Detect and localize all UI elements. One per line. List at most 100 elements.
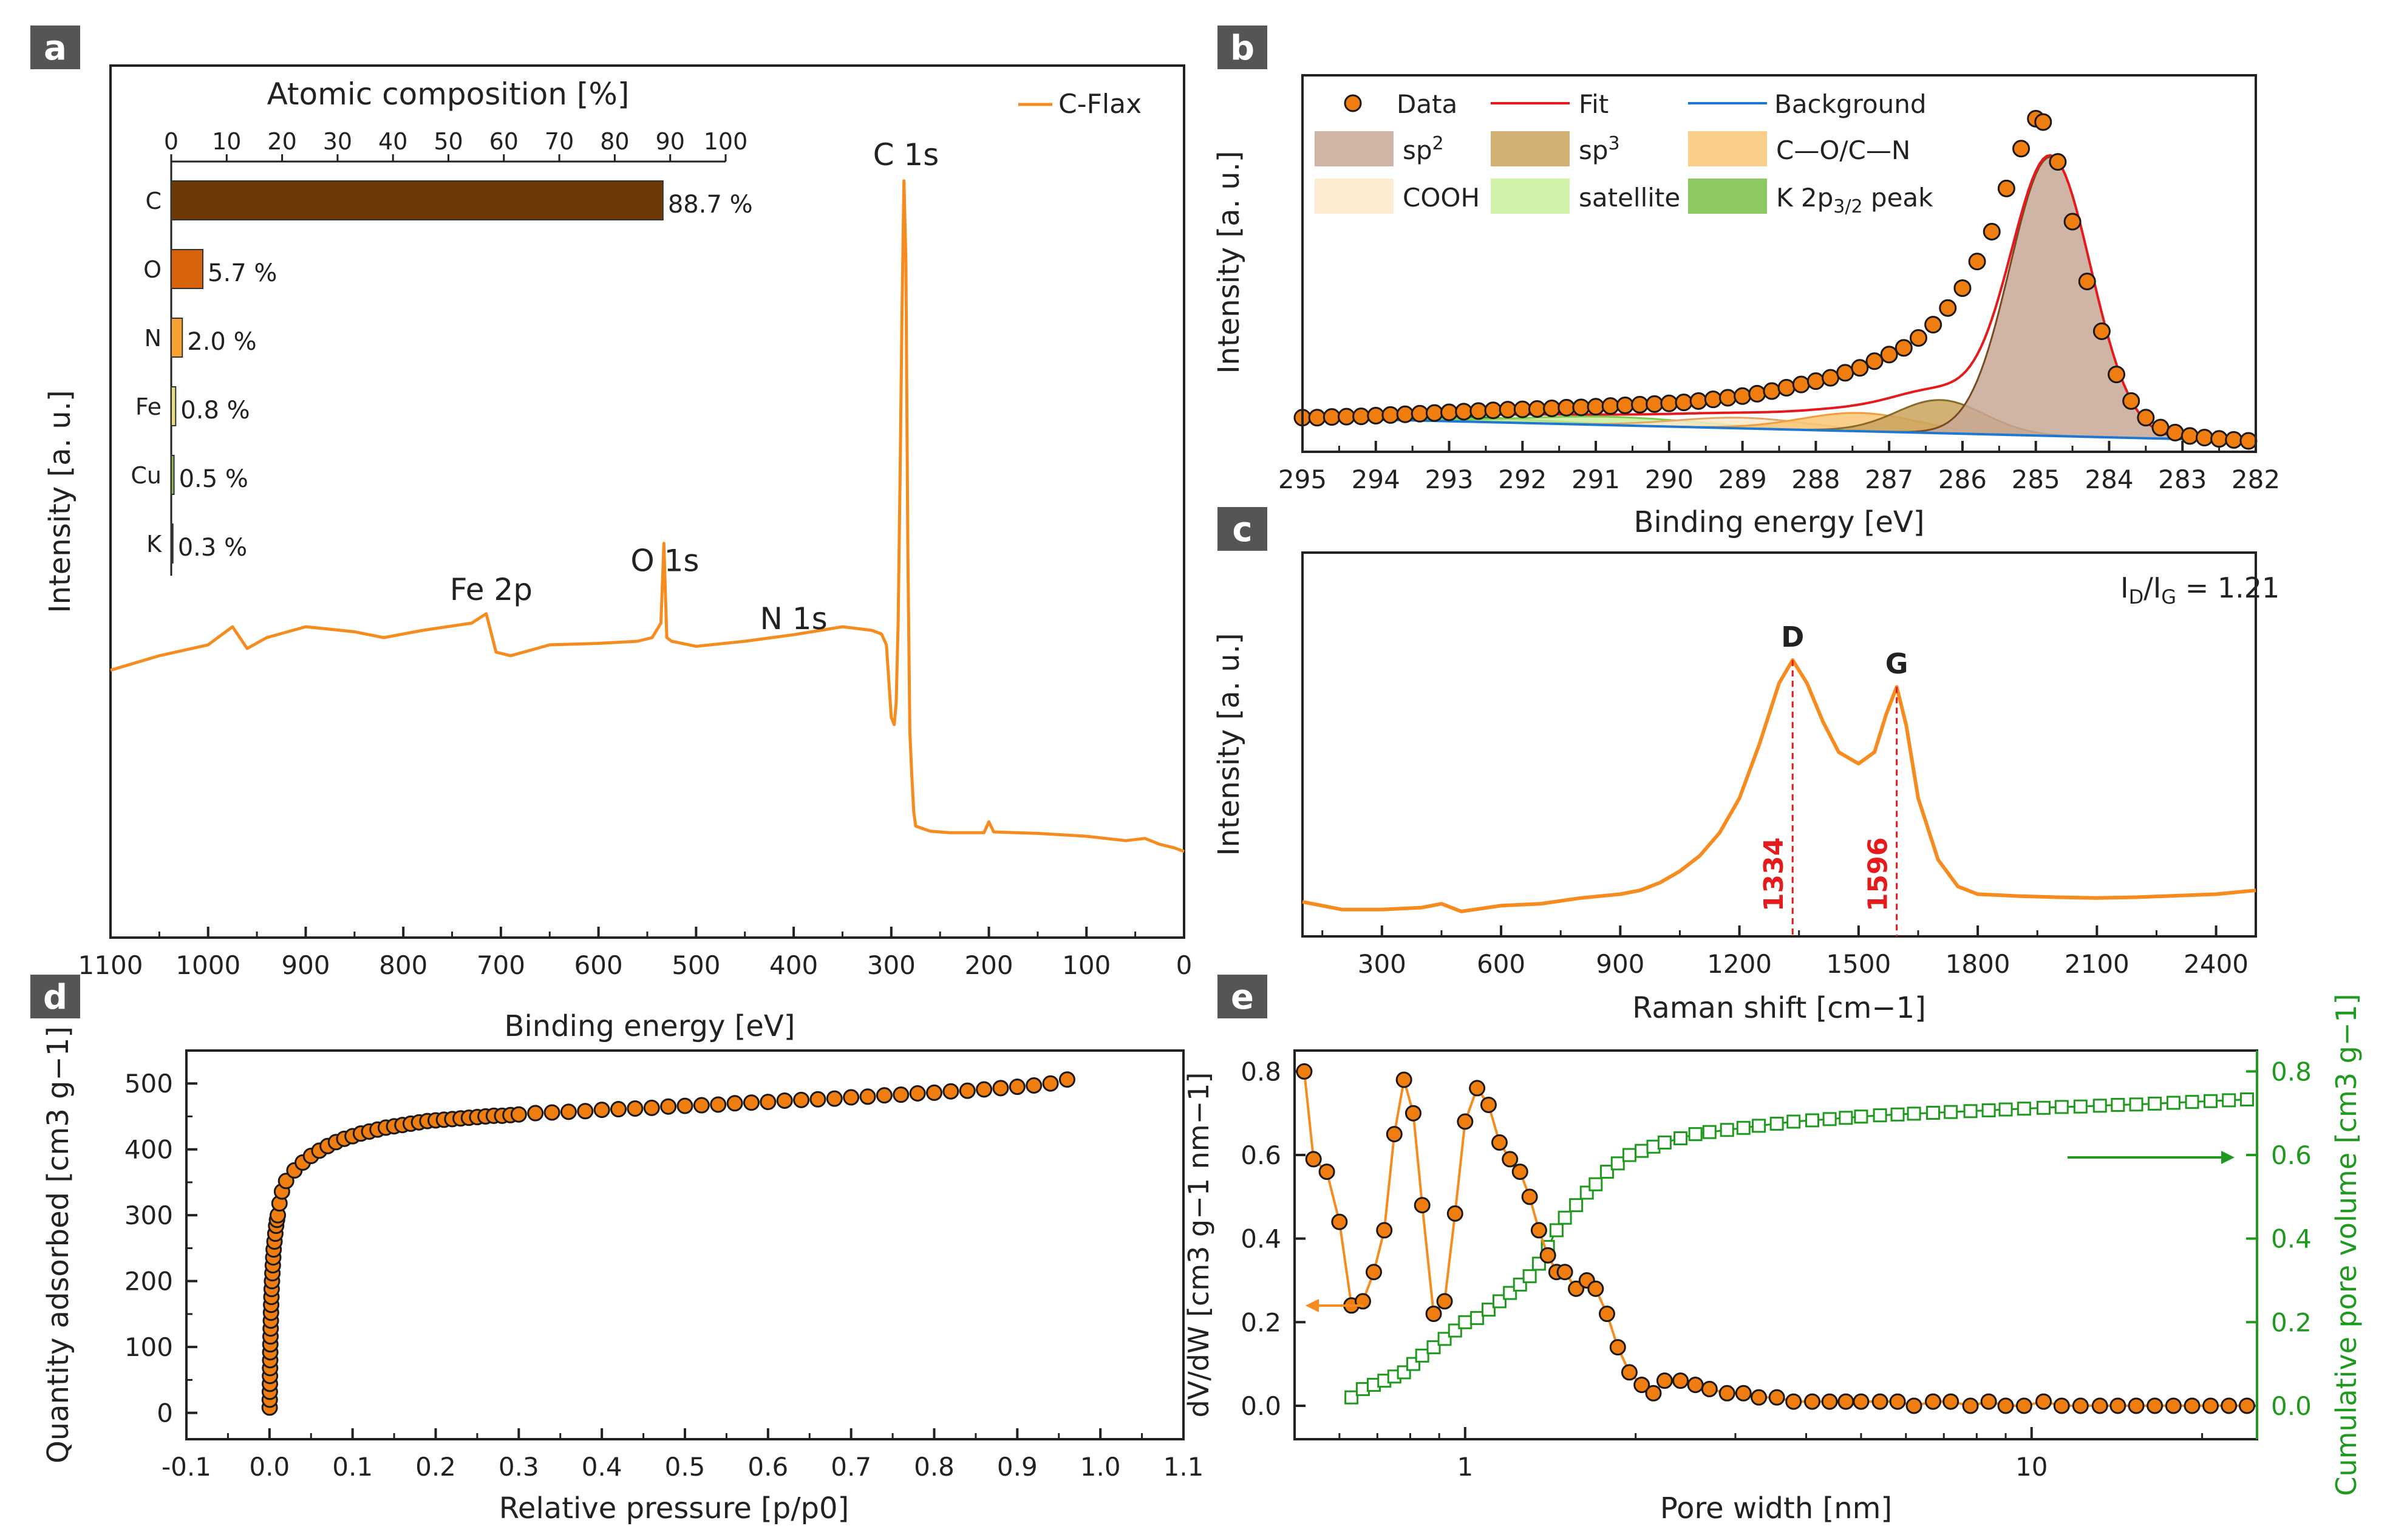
dvdw-point <box>1804 1393 1821 1410</box>
data-point <box>2108 366 2126 384</box>
series-raman <box>1302 658 2256 913</box>
cumulative-point <box>1925 1106 1940 1120</box>
x-tick-label: 0.6 <box>747 1452 788 1482</box>
cumulative-point <box>1588 1177 1603 1191</box>
panel-c-xlabel: Raman shift [cm−1] <box>1632 991 1926 1025</box>
data-point <box>1734 387 1752 405</box>
dvdw-point <box>1768 1389 1785 1406</box>
id-ig-ratio: ID/IG = 1.21 <box>2120 571 2279 608</box>
panel-b-legend: Data Fit Background sp2 sp3 C—O/C—N COOH satell… <box>1315 89 1933 217</box>
panel-e-ylabel-right: Cumulative pore volume [cm3 g−1] <box>2330 993 2363 1496</box>
cumulative-point <box>1437 1332 1452 1346</box>
isotherm-point <box>593 1102 610 1119</box>
data-point <box>1777 379 1796 397</box>
x-tick-label: 291 <box>1571 465 1620 494</box>
cumulative-point <box>1599 1165 1614 1179</box>
x-tick-label: 283 <box>2158 465 2207 494</box>
peak-position-D: 1334 <box>1758 837 1789 911</box>
data-point <box>1455 403 1473 421</box>
panel-letter-d: d <box>43 978 67 1017</box>
data-point <box>2063 213 2082 231</box>
isotherm-point <box>826 1090 843 1107</box>
peak-position-G: 1596 <box>1863 837 1894 911</box>
isotherm-point <box>543 1104 560 1121</box>
y-tick-label: 0.6 <box>1241 1140 1281 1170</box>
isotherm-point <box>693 1097 710 1114</box>
cumulative-point <box>1569 1198 1584 1213</box>
inset-tick-label: 80 <box>600 128 629 155</box>
dvdw-point <box>1962 1397 1979 1414</box>
dvdw-point <box>1735 1385 1752 1402</box>
legend-box-satellite <box>1491 179 1570 214</box>
y-right-tick-label: 0.0 <box>2271 1391 2312 1421</box>
inset-category-label: Cu <box>131 462 162 489</box>
legend-label-c-o-c-n: C—O/C—N <box>1776 135 1910 165</box>
isotherm-point <box>1009 1078 1026 1095</box>
x-tick-label: 0 <box>1176 950 1193 980</box>
data-point <box>1983 222 2001 240</box>
data-point <box>2122 392 2140 410</box>
cumulative-point <box>2222 1093 2236 1108</box>
inset-value-label: 0.8 % <box>180 397 250 424</box>
cumulative-point <box>1492 1294 1507 1309</box>
cumulative-point <box>1786 1114 1801 1129</box>
x-tick-label: 900 <box>281 950 330 980</box>
cumulative-point <box>1522 1269 1537 1284</box>
cumulative-point <box>1635 1143 1649 1158</box>
data-point <box>2239 432 2258 450</box>
dvdw-point <box>1568 1280 1585 1297</box>
data-point <box>1381 406 1400 424</box>
y-tick-label: 0.8 <box>1241 1057 1281 1086</box>
legend-marker-data <box>1344 94 1362 112</box>
isotherm-point <box>627 1100 644 1117</box>
cumulative-point <box>1854 1109 1868 1124</box>
panel-a-survey-spectrum: 1100 1000 900 800 700 600 500 400 300 200 100 0 C 1… <box>43 64 1193 1043</box>
cumulative-point <box>1873 1108 1887 1123</box>
panel-a-xlabel: Binding energy [eV] <box>505 1009 795 1043</box>
isotherm-point <box>859 1088 876 1105</box>
inset-tick-label: 0 <box>164 128 179 155</box>
panel-b-data-points <box>1293 109 2258 450</box>
isotherm-point <box>976 1081 993 1098</box>
inset-category-label: Fe <box>135 394 162 420</box>
dvdw-point <box>1556 1264 1573 1281</box>
cumulative-point <box>2129 1097 2143 1112</box>
dvdw-point <box>2053 1397 2070 1414</box>
cumulative-point <box>1720 1123 1734 1137</box>
panel-d-xlabel: Relative pressure [p/p0] <box>499 1491 849 1525</box>
dvdw-point <box>1521 1188 1538 1205</box>
isotherm-point <box>959 1082 976 1099</box>
cumulative-point <box>2054 1100 2069 1114</box>
dvdw-point <box>1457 1113 1474 1130</box>
cumulative-point <box>1448 1323 1462 1338</box>
data-point <box>1352 407 1370 426</box>
dvdw-point <box>1997 1397 2014 1414</box>
panel-tag-c <box>1217 507 1267 551</box>
data-point <box>1396 405 1414 423</box>
isotherm-point <box>277 1173 294 1190</box>
background-line <box>1302 416 2256 443</box>
panel-a-x-axis: 1100 1000 900 800 700 600 500 400 300 200 100 0 <box>78 927 1193 980</box>
data-point <box>1323 408 1341 426</box>
panel-d-ylabel: Quantity adsorbed [cm3 g−1] <box>41 1026 75 1463</box>
data-point <box>1953 279 1972 297</box>
dvdw-point <box>1889 1393 1906 1410</box>
inset-value-label: 2.0 % <box>187 328 256 356</box>
cumulative-point <box>2148 1096 2162 1111</box>
inset-tick-label: 70 <box>545 128 574 155</box>
isotherm-point <box>577 1103 594 1120</box>
data-point <box>1616 397 1634 415</box>
cumulative-point <box>1822 1112 1837 1126</box>
inset-tick-label: 30 <box>323 128 352 155</box>
inset-category-label: C <box>145 188 162 214</box>
x-tick-label: 282 <box>2232 465 2280 494</box>
dvdw-point <box>2165 1397 2182 1414</box>
dvdw-point <box>1942 1393 1959 1410</box>
x-tick-label: 1000 <box>175 950 240 980</box>
y-right-tick-label: 0.8 <box>2271 1057 2312 1086</box>
legend-subscript: 3/2 <box>1833 196 1862 217</box>
data-point <box>1895 339 1913 357</box>
x-tick-label: 290 <box>1645 465 1694 494</box>
dvdw-point <box>1331 1213 1348 1230</box>
legend-suffix: peak <box>1863 183 1934 213</box>
